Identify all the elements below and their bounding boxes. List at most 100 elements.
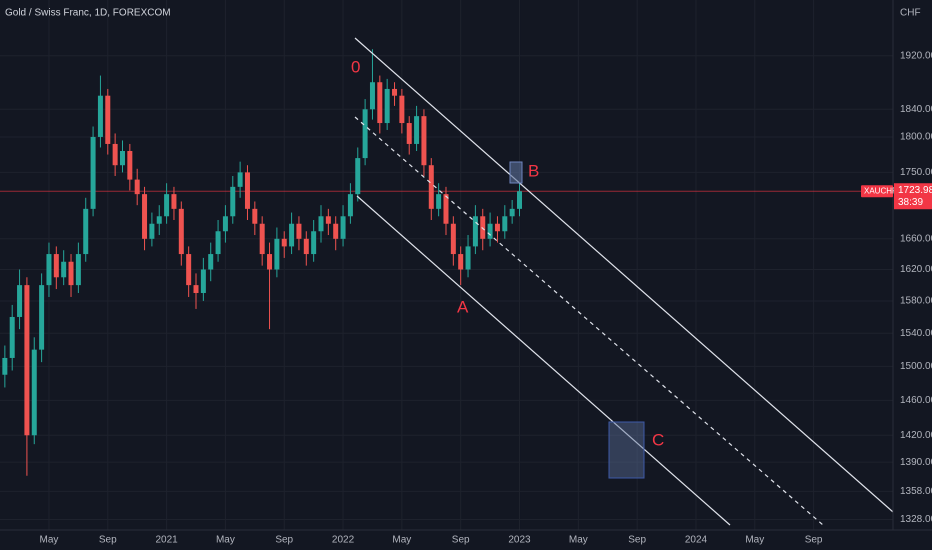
candle-body xyxy=(362,109,368,159)
x-tick-label: Sep xyxy=(805,535,823,546)
target-box xyxy=(509,161,523,184)
target-box xyxy=(608,421,645,479)
candle-body xyxy=(149,223,155,239)
candle-body xyxy=(127,151,133,180)
candle-body xyxy=(347,194,353,217)
candle-body xyxy=(472,216,478,247)
x-tick-label: Sep xyxy=(452,535,470,546)
candle-body xyxy=(436,194,442,209)
wave-label: 0 xyxy=(351,57,360,76)
candle-body xyxy=(421,116,427,166)
candle-body xyxy=(119,151,125,166)
candle-body xyxy=(2,357,8,375)
candle-body xyxy=(17,285,23,317)
candle-body xyxy=(171,194,177,209)
candle-body xyxy=(186,254,192,286)
candle-body xyxy=(340,216,346,239)
candle-body xyxy=(428,165,434,209)
candle-body xyxy=(509,208,515,217)
candle-body xyxy=(377,82,383,124)
candle-body xyxy=(296,223,302,239)
grid xyxy=(0,0,893,530)
candle-body xyxy=(68,261,74,286)
candle-body xyxy=(134,179,140,195)
wave-label: B xyxy=(528,161,539,180)
axes: 1920.00 1840.00 1800.00 1750.00 1660.00 1620.… xyxy=(40,50,932,546)
candle-body xyxy=(458,254,464,270)
last-price-label: 1723.98 xyxy=(898,185,932,196)
y-tick-label: 1328.00 xyxy=(900,514,932,525)
candle-body xyxy=(494,223,500,232)
candle-body xyxy=(414,116,420,144)
candle-body xyxy=(31,349,37,436)
y-tick-label: 1390.00 xyxy=(900,457,932,468)
candle-body xyxy=(487,223,493,239)
candle-body xyxy=(406,123,412,144)
candle-body xyxy=(369,82,375,110)
candle-body xyxy=(24,285,30,436)
candle-body xyxy=(46,254,52,286)
candle-body xyxy=(9,316,15,358)
candle-body xyxy=(156,216,162,224)
candle-body xyxy=(61,261,67,278)
chart-title: Gold / Swiss Franc, 1D, FOREXCOM xyxy=(5,8,171,19)
y-tick-label: 1420.00 xyxy=(900,430,932,441)
wave-label: A xyxy=(457,297,469,316)
x-tick-label: 2023 xyxy=(508,535,531,546)
candle-body xyxy=(502,216,508,232)
countdown-label: 38:39 xyxy=(898,197,923,208)
x-tick-label: May xyxy=(569,535,588,546)
y-tick-label: 1620.00 xyxy=(900,264,932,275)
x-tick-label: 2022 xyxy=(332,535,355,546)
y-tick-label: 1840.00 xyxy=(900,104,932,115)
candle-body xyxy=(399,95,405,124)
candle-body xyxy=(355,158,361,195)
candle-body xyxy=(75,254,81,286)
candle-body xyxy=(237,172,243,187)
candles xyxy=(2,49,523,476)
candle-body xyxy=(208,254,214,270)
channel-lower xyxy=(356,195,731,526)
channel-upper xyxy=(354,37,894,513)
candle-body xyxy=(83,208,89,255)
symbol-tag xyxy=(861,185,893,198)
candle-body xyxy=(443,194,449,224)
candle-body xyxy=(244,172,250,209)
candle-body xyxy=(112,143,118,166)
candle-body xyxy=(392,88,398,96)
candle-body xyxy=(230,186,236,217)
x-tick-label: Sep xyxy=(275,535,293,546)
y-tick-label: 1460.00 xyxy=(900,395,932,406)
y-tick-label: 1500.00 xyxy=(900,361,932,372)
candle-body xyxy=(215,231,221,255)
candle-body xyxy=(303,238,309,255)
y-tick-label: 1358.00 xyxy=(900,486,932,497)
y-tick-label: 1920.00 xyxy=(900,50,932,61)
candle-body xyxy=(465,246,471,270)
candle-body xyxy=(517,191,523,209)
y-tick-label: 1580.00 xyxy=(900,296,932,307)
candle-body xyxy=(200,269,206,294)
x-tick-label: Sep xyxy=(628,535,646,546)
candle-body xyxy=(259,223,265,255)
currency-label: CHF xyxy=(900,8,921,19)
x-tick-label: May xyxy=(392,535,411,546)
drawings: 0 A B C xyxy=(351,37,894,526)
x-tick-label: May xyxy=(745,535,764,546)
y-tick-label: 1660.00 xyxy=(900,233,932,244)
candle-body xyxy=(318,216,324,232)
x-tick-label: 2024 xyxy=(685,535,708,546)
candle-body xyxy=(281,238,287,247)
wave-label: C xyxy=(652,430,664,449)
candle-body xyxy=(97,95,103,137)
candle-body xyxy=(90,136,96,209)
candle-body xyxy=(311,231,317,255)
x-tick-label: May xyxy=(40,535,59,546)
candle-body xyxy=(222,216,228,232)
y-tick-label: 1800.00 xyxy=(900,132,932,143)
symbol-label: XAUCHF xyxy=(864,186,897,195)
candle-body xyxy=(384,88,390,124)
